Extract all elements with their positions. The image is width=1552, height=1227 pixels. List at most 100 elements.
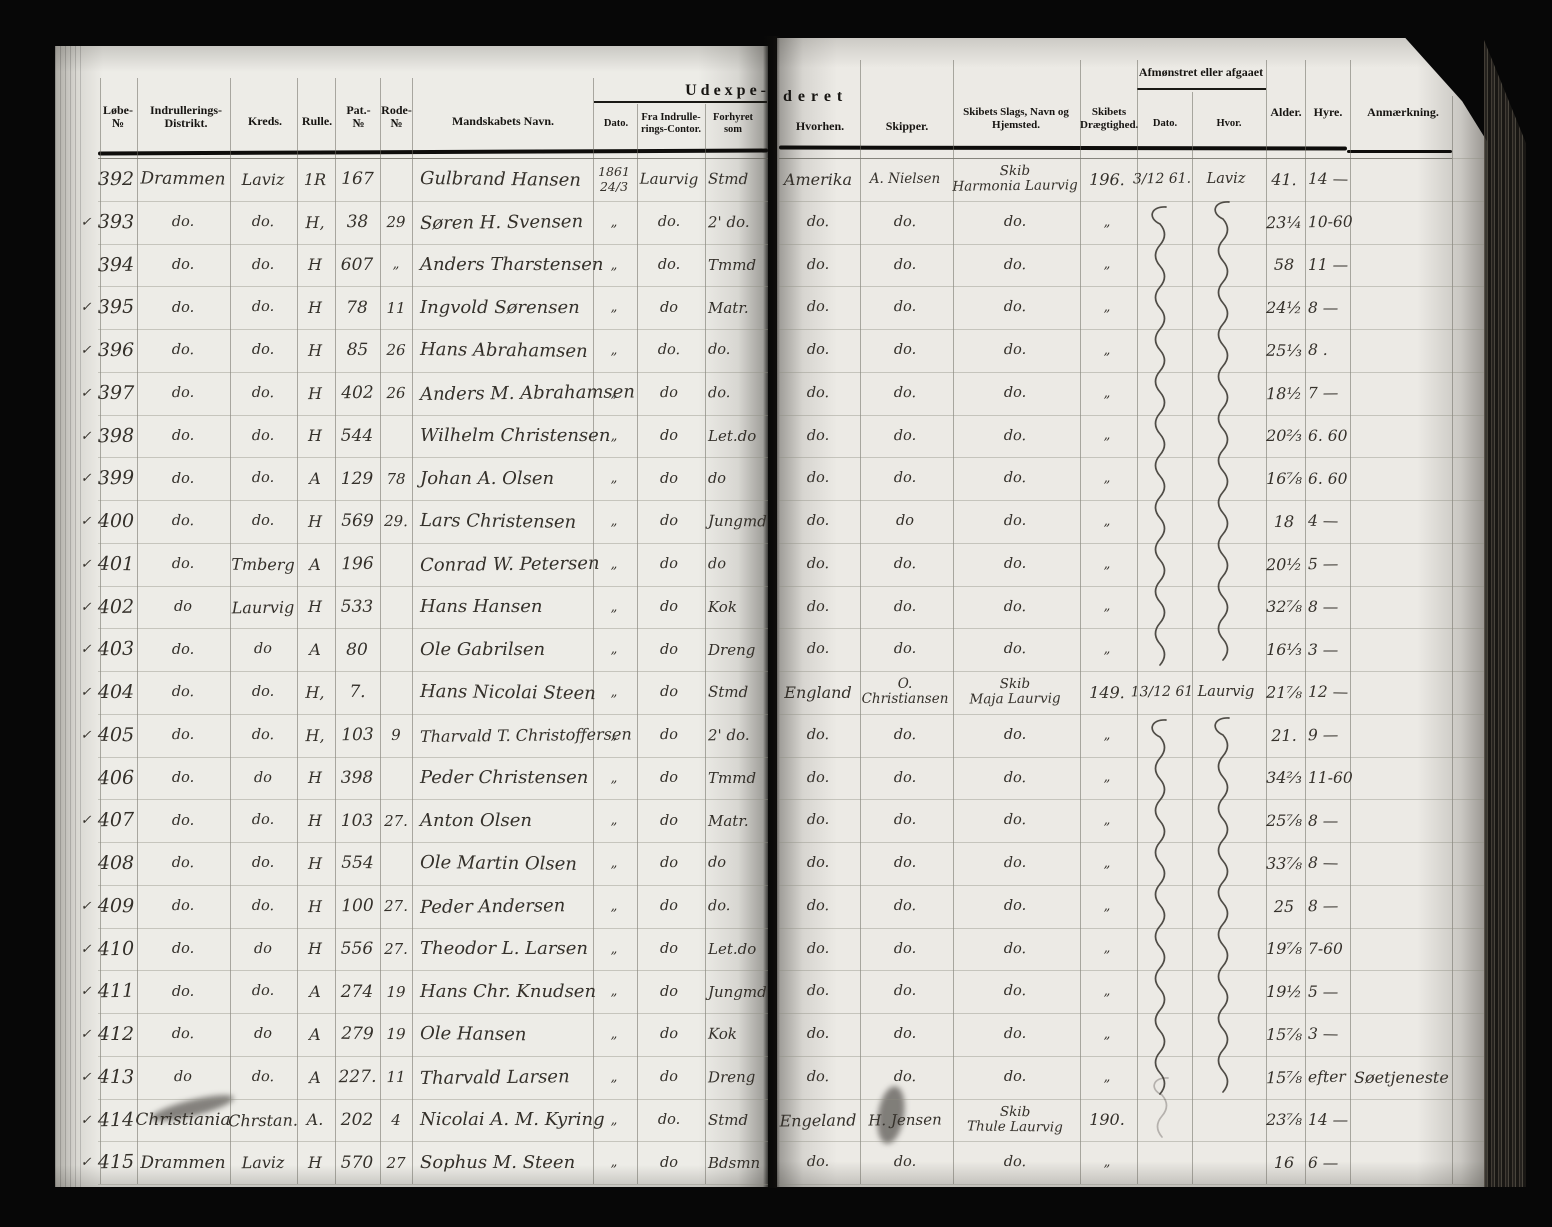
cell-hvorhen: do. bbox=[806, 427, 830, 445]
cell-distrikt: do. bbox=[171, 427, 195, 444]
cell-skipper: do. bbox=[893, 855, 917, 872]
group-header-afmonstret: Afmønstret eller afgaaet bbox=[1138, 65, 1264, 79]
cell-hvorhen: do. bbox=[806, 726, 830, 744]
row-rule bbox=[98, 1013, 768, 1014]
cell-fra-contor: do bbox=[659, 727, 679, 744]
cell-distrikt: Christiania bbox=[135, 1109, 231, 1130]
cell-loebe-no: 406 bbox=[97, 766, 135, 790]
cell-hyre: 5 — bbox=[1308, 982, 1339, 1001]
cell-kreds: do bbox=[253, 769, 273, 786]
cell-skipper: H. Jensen bbox=[868, 1110, 942, 1130]
row-rule bbox=[779, 714, 1484, 715]
cell-skipper: do. bbox=[893, 812, 917, 829]
cell-dato-udexp: „ bbox=[610, 1112, 618, 1128]
row-rule bbox=[779, 671, 1484, 672]
cell-dato-udexp: „ bbox=[610, 599, 618, 615]
cell-dato-udexp: „ bbox=[610, 342, 618, 358]
cell-forhyret-som: 2' do. bbox=[707, 725, 750, 745]
cell-dato-udexp: „ bbox=[610, 471, 618, 487]
cell-dragtighed: „ bbox=[1103, 556, 1111, 572]
cell-navn: Peder Christensen bbox=[420, 767, 589, 789]
cell-alder: 19½ bbox=[1266, 982, 1302, 1002]
cell-fra-contor: do bbox=[659, 812, 678, 829]
cell-distrikt: do. bbox=[171, 513, 195, 530]
cell-skipper: do. bbox=[893, 1154, 917, 1171]
cell-skipper: do. bbox=[893, 213, 917, 231]
cell-dato-udexp: „ bbox=[610, 642, 618, 658]
cell-kreds: do. bbox=[251, 897, 275, 915]
cell-rode-no: 4 bbox=[391, 1110, 401, 1129]
cell-rulle: H bbox=[308, 597, 322, 617]
cell-distrikt: do. bbox=[171, 299, 195, 316]
cell-rode-no: 29 bbox=[386, 213, 406, 232]
register-page-left bbox=[55, 46, 768, 1187]
row-rule bbox=[779, 885, 1484, 886]
cell-fra-contor: Laurvig bbox=[639, 170, 699, 189]
cell-forhyret-som: Kok bbox=[708, 597, 737, 616]
cell-skipper: do. bbox=[893, 641, 917, 658]
cell-kreds: do. bbox=[251, 342, 275, 359]
row-rule bbox=[98, 1099, 768, 1100]
row-rule bbox=[98, 415, 768, 416]
cell-kreds: Laviz bbox=[241, 169, 285, 189]
cell-loebe-no: 394 bbox=[97, 253, 135, 277]
cell-rulle: H bbox=[307, 853, 323, 873]
header-rule-right-thin bbox=[779, 158, 1452, 159]
cell-rulle: H bbox=[308, 298, 322, 318]
cell-skib: Skib Maja Laurvig bbox=[969, 676, 1061, 708]
cell-pat-no: 103 bbox=[340, 810, 374, 831]
cell-distrikt: do. bbox=[171, 342, 195, 359]
cell-hvorhen: do. bbox=[806, 1154, 830, 1171]
cell-alder: 23⅞ bbox=[1266, 1110, 1302, 1130]
column-rule bbox=[1137, 60, 1138, 1184]
cell-rode-no: „ bbox=[392, 257, 400, 273]
col-header-kreds: Kreds. bbox=[247, 114, 283, 128]
cell-rulle: A bbox=[309, 1024, 321, 1044]
column-rule bbox=[380, 78, 381, 1184]
cell-navn: Ole Hansen bbox=[419, 1022, 527, 1046]
cell-distrikt: do. bbox=[171, 855, 195, 872]
cell-fra-contor: do bbox=[659, 898, 679, 915]
cell-loebe-no: 393 bbox=[97, 210, 135, 234]
row-rule bbox=[98, 329, 768, 330]
cell-alder: 15⅞ bbox=[1265, 1067, 1303, 1087]
cell-skipper: do. bbox=[893, 897, 917, 915]
col-header-hvor: Hvor. bbox=[1216, 118, 1242, 129]
cell-alder: 23¼ bbox=[1265, 212, 1303, 232]
cell-pat-no: 196 bbox=[340, 553, 374, 575]
row-check-mark: ✓ bbox=[80, 898, 92, 914]
cell-skipper: do. bbox=[893, 940, 917, 958]
cell-rode-no: 29. bbox=[383, 512, 409, 531]
cell-dato-udexp: „ bbox=[610, 257, 618, 273]
cell-rulle: A bbox=[309, 982, 321, 1002]
cell-dato-udexp: „ bbox=[610, 1155, 618, 1171]
cell-forhyret-som: Let.do bbox=[708, 426, 757, 445]
cell-fra-contor: do. bbox=[657, 342, 681, 359]
row-check-mark: ✓ bbox=[80, 300, 92, 316]
col-header-navn: Mandskabets Navn. bbox=[451, 114, 555, 128]
cell-forhyret-som: do bbox=[707, 556, 727, 573]
cell-fra-contor: do. bbox=[657, 213, 681, 231]
cell-afmonstret-hvor: Laurvig bbox=[1197, 684, 1255, 701]
cell-forhyret-som: Jungmd bbox=[707, 512, 767, 531]
cell-distrikt: Drammen bbox=[140, 1152, 226, 1173]
cell-alder: 25⅞ bbox=[1266, 811, 1302, 831]
cell-rulle: H, bbox=[305, 212, 325, 232]
cell-pat-no: 569 bbox=[340, 511, 374, 532]
cell-rulle: H bbox=[308, 255, 322, 275]
cell-pat-no: 78 bbox=[346, 297, 368, 318]
cell-forhyret-som: Stmd bbox=[707, 170, 749, 189]
cell-loebe-no: 399 bbox=[97, 467, 135, 490]
cell-kreds: do. bbox=[251, 812, 275, 829]
cell-rode-no: 9 bbox=[391, 726, 401, 745]
row-rule bbox=[779, 543, 1484, 544]
col-header-fra-contor: Fra Indrulle- rings-Contor. bbox=[641, 112, 701, 135]
row-rule bbox=[779, 757, 1484, 758]
cell-loebe-no: 413 bbox=[97, 1065, 135, 1089]
cell-hvorhen: do. bbox=[806, 384, 830, 402]
row-rule bbox=[779, 158, 1484, 159]
cell-distrikt: do. bbox=[171, 256, 195, 273]
cell-navn: Wilhelm Christensen bbox=[420, 425, 611, 447]
cell-forhyret-som: do bbox=[708, 470, 727, 487]
cell-forhyret-som: Tmmd bbox=[708, 768, 757, 787]
